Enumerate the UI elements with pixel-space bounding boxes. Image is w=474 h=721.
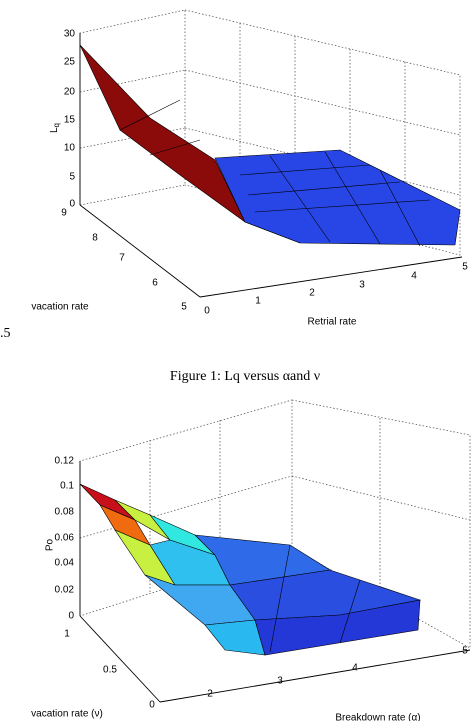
- z-label: Po: [45, 538, 56, 551]
- tick-label: 10: [64, 143, 76, 154]
- x-label: Breakdown rate (α): [335, 713, 420, 721]
- grid: [79, 9, 186, 206]
- tick-label: 3: [359, 280, 365, 291]
- z-label: Lq: [49, 123, 61, 133]
- tick-label: 5: [69, 172, 75, 183]
- tick-label: 4: [352, 663, 358, 674]
- surface-patch: [204, 619, 266, 656]
- tick-label: 30: [64, 29, 76, 40]
- mesh: [379, 169, 421, 247]
- tick-label: 0: [69, 199, 75, 210]
- tick-label: 2: [309, 288, 315, 299]
- mesh: [119, 99, 181, 131]
- tick-label: 5: [462, 646, 468, 657]
- tick-label: 0.1: [60, 481, 74, 492]
- tick-label: 1: [64, 629, 70, 640]
- tick-label: 5: [462, 262, 468, 273]
- tick-label: 0.08: [55, 507, 75, 518]
- grid: [184, 69, 461, 136]
- grid: [184, 127, 461, 196]
- grid: [291, 399, 471, 649]
- surface-low: [214, 149, 461, 246]
- z-label-sub: q: [52, 123, 61, 127]
- tick-label: 4: [411, 271, 417, 282]
- stray-text: .5: [0, 326, 11, 341]
- mesh: [269, 155, 331, 243]
- tick-label: 9: [61, 208, 67, 219]
- mesh: [339, 579, 361, 644]
- mesh: [244, 221, 301, 244]
- grid: [184, 9, 461, 256]
- tick-label: 6: [152, 278, 158, 289]
- figure2-axes: [79, 399, 471, 703]
- mesh: [269, 544, 291, 653]
- tick-label: 0: [149, 700, 155, 711]
- tick-label: 8: [92, 233, 98, 244]
- y-label: vacation rate: [31, 302, 89, 313]
- tick-label: 0.5: [103, 665, 117, 676]
- x-axis: [159, 649, 471, 703]
- caption: Figure 1: Lq versus αand ν: [170, 369, 320, 384]
- mesh: [324, 151, 381, 245]
- y-axis: [79, 615, 161, 703]
- surface-patch: [254, 599, 421, 656]
- tick-label: 5: [181, 302, 187, 313]
- y-label: vacation rate (ν): [31, 709, 103, 720]
- z-label-main: L: [49, 127, 60, 133]
- mesh: [239, 164, 371, 176]
- x-label: Retrial rate: [308, 317, 357, 328]
- x-axis: [199, 256, 463, 298]
- tick-label: 1: [255, 296, 261, 307]
- tick-label: 25: [64, 57, 76, 68]
- tick-label: 15: [64, 115, 76, 126]
- tick-label: 0: [204, 306, 210, 317]
- grid: [79, 69, 186, 93]
- tick-label: 20: [64, 87, 76, 98]
- tick-label: 2: [207, 689, 213, 700]
- y-axis: [79, 204, 201, 298]
- tick-label: 0.12: [55, 456, 75, 467]
- mesh: [149, 139, 201, 156]
- grid: [291, 475, 471, 521]
- tick-label: 3: [277, 676, 283, 687]
- tick-label: 0.02: [55, 585, 75, 596]
- tick-label: 0.04: [55, 558, 75, 569]
- figure1-axes: [79, 9, 463, 298]
- mesh: [247, 181, 401, 196]
- tick-label: 7: [119, 253, 125, 264]
- tick-label: 0.06: [55, 533, 75, 544]
- mesh: [254, 199, 431, 213]
- tick-label: 0: [68, 611, 74, 622]
- surface-high: [79, 44, 246, 223]
